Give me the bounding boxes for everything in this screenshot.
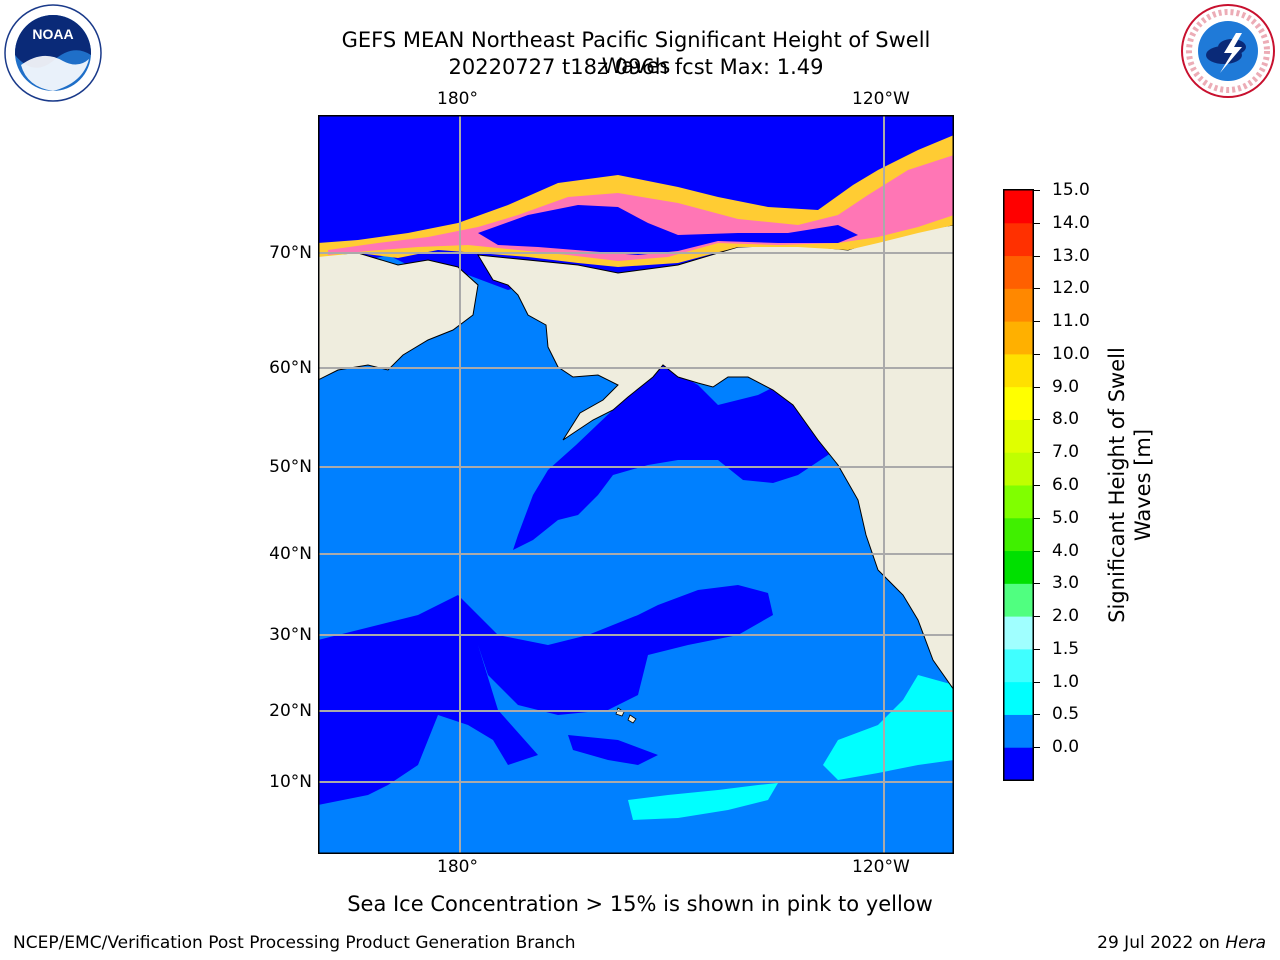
colorbar-segment bbox=[1004, 714, 1033, 748]
sea-band-0-0.5-southwest bbox=[318, 585, 773, 805]
colorbar-tick-label: 0.5 bbox=[1052, 704, 1080, 725]
sea-ice-note: Sea Ice Concentration > 15% is shown in … bbox=[347, 892, 933, 916]
colorbar-segment bbox=[1004, 255, 1033, 289]
footer-branch: NCEP/EMC/Verification Post Processing Pr… bbox=[13, 933, 576, 953]
colorbar-tick-label: 3.0 bbox=[1052, 573, 1080, 594]
colorbar-tick-mark bbox=[1034, 353, 1040, 355]
colorbar-tick-mark bbox=[1034, 681, 1040, 683]
colorbar-tick-mark bbox=[1034, 714, 1040, 716]
chart-title: GEFS MEAN Northeast Pacific Significant … bbox=[341, 28, 931, 78]
colorbar-segment bbox=[1004, 517, 1033, 552]
colorbar-segment bbox=[1004, 386, 1033, 420]
colorbar-tick-mark bbox=[1034, 648, 1040, 650]
colorbar-tick-mark bbox=[1034, 288, 1040, 290]
colorbar-segment bbox=[1004, 353, 1033, 388]
lon-label-180-top: 180° bbox=[437, 89, 478, 109]
footer-date-text: 29 Jul 2022 on bbox=[1097, 933, 1220, 953]
chart-subtitle: 20220727 t18z 096h fcst Max: 1.49 bbox=[448, 55, 824, 79]
sea-band-1.0-1.5-south bbox=[628, 783, 778, 820]
colorbar-tick-label: 2.0 bbox=[1052, 606, 1080, 627]
colorbar-tick-mark bbox=[1034, 550, 1040, 552]
colorbar-segment bbox=[1004, 648, 1033, 683]
lat-label-60n: 60°N bbox=[269, 358, 312, 378]
colorbar-tick-label: 5.0 bbox=[1052, 507, 1080, 528]
colorbar-title-line2: Waves [m] bbox=[1131, 428, 1155, 542]
colorbar-tick-label: 7.0 bbox=[1052, 442, 1080, 463]
sea-band-0-0.5-central bbox=[568, 735, 658, 765]
lat-label-10n: 10°N bbox=[269, 772, 312, 792]
noaa-logo: NOAA bbox=[4, 4, 102, 102]
colorbar-tick-label: 4.0 bbox=[1052, 540, 1080, 561]
colorbar-segment bbox=[1004, 550, 1033, 584]
colorbar-tick-label: 11.0 bbox=[1052, 311, 1090, 332]
colorbar-segment bbox=[1004, 288, 1033, 322]
colorbar-segment bbox=[1004, 681, 1033, 715]
sea-band-1.0-1.5-east bbox=[823, 675, 954, 780]
colorbar-segment bbox=[1004, 583, 1033, 617]
colorbar-title-line1: Significant Height of Swell bbox=[1105, 347, 1129, 623]
swell-height-map bbox=[318, 115, 954, 854]
noaa-logo-text: NOAA bbox=[32, 26, 73, 42]
nws-logo bbox=[1181, 4, 1275, 98]
colorbar-tick-mark bbox=[1034, 517, 1040, 519]
colorbar-title: Significant Height of Swell Waves [m] bbox=[1104, 325, 1156, 645]
colorbar-tick-label: 10.0 bbox=[1052, 343, 1090, 364]
colorbar-segment bbox=[1004, 452, 1033, 486]
colorbar-tick-label: 15.0 bbox=[1052, 180, 1090, 200]
colorbar-tick-label: 6.0 bbox=[1052, 475, 1080, 495]
grid-lines bbox=[318, 115, 954, 854]
colorbar-tick-mark bbox=[1034, 190, 1040, 191]
colorbar-tick-mark bbox=[1034, 419, 1040, 421]
lat-label-40n: 40°N bbox=[269, 544, 312, 564]
colorbar bbox=[1003, 189, 1034, 781]
colorbar-tick-label: 0.0 bbox=[1052, 737, 1080, 758]
colorbar-tick-mark bbox=[1034, 747, 1040, 749]
colorbar-tick-label: 12.0 bbox=[1052, 278, 1090, 299]
colorbar-tick-label: 8.0 bbox=[1052, 409, 1080, 430]
colorbar-segment bbox=[1004, 321, 1033, 355]
colorbar-tick-label: 14.0 bbox=[1052, 212, 1090, 233]
colorbar-tick-mark bbox=[1034, 616, 1040, 618]
colorbar-tick-mark bbox=[1034, 321, 1040, 323]
colorbar-segment bbox=[1004, 747, 1033, 781]
lat-label-20n: 20°N bbox=[269, 701, 312, 721]
colorbar-segment bbox=[1004, 485, 1033, 519]
colorbar-tick-label: 9.0 bbox=[1052, 376, 1080, 397]
colorbar-tick-mark bbox=[1034, 386, 1040, 388]
lon-label-120w-top: 120°W bbox=[852, 89, 910, 109]
colorbar-tick-mark bbox=[1034, 485, 1040, 486]
colorbar-tick-mark bbox=[1034, 452, 1040, 454]
colorbar-segment bbox=[1004, 222, 1033, 257]
lat-label-70n: 70°N bbox=[269, 243, 312, 263]
sea-ice-dark bbox=[478, 205, 858, 255]
colorbar-tick-label: 1.0 bbox=[1052, 671, 1080, 692]
lat-label-50n: 50°N bbox=[269, 457, 312, 477]
colorbar-segment bbox=[1004, 190, 1033, 224]
colorbar-tick-mark bbox=[1034, 255, 1040, 257]
lon-label-180-bottom: 180° bbox=[437, 857, 478, 877]
colorbar-segment bbox=[1004, 616, 1033, 650]
colorbar-segment bbox=[1004, 419, 1033, 453]
footer-date: 29 Jul 2022 on Hera bbox=[1097, 933, 1266, 953]
footer-machine: Hera bbox=[1225, 933, 1266, 953]
colorbar-tick-label: 13.0 bbox=[1052, 245, 1090, 266]
colorbar-tick-mark bbox=[1034, 583, 1040, 585]
colorbar-border bbox=[1003, 189, 1034, 781]
lon-label-120w-bottom: 120°W bbox=[852, 857, 910, 877]
colorbar-tick-label: 1.5 bbox=[1052, 638, 1080, 659]
lat-label-30n: 30°N bbox=[269, 625, 312, 645]
colorbar-tick-mark bbox=[1034, 222, 1040, 224]
